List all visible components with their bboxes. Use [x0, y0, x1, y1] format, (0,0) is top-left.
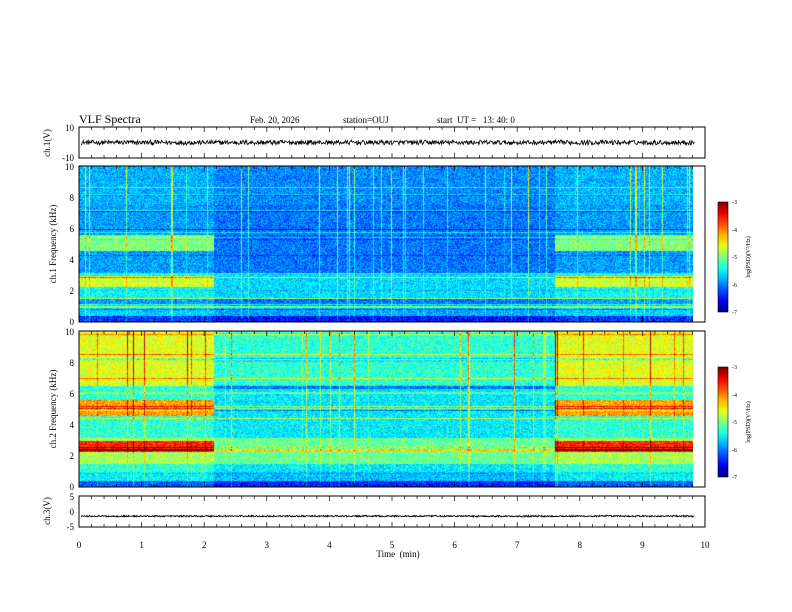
ch3-ytick-top: 5 [70, 492, 75, 502]
ch3-waveform-trace [80, 514, 695, 519]
ch2-freq-tick-4: 4 [70, 420, 75, 430]
ch1-colorbar [718, 202, 728, 312]
ch2-freq-tick-0: 0 [70, 482, 75, 492]
ch3-waveform-panel: 5 0 -5 ch.3(V) [42, 492, 706, 532]
ch1-spectrogram-area [79, 166, 693, 322]
x-tick-label-9: 9 [640, 540, 645, 550]
ch2-freq-tick-2: 2 [70, 451, 75, 461]
ch1-freq-tick-0: 0 [70, 317, 75, 327]
ch2-cbar-tick-m7: -7 [732, 475, 737, 481]
header-date: Feb. 20, 2026 [250, 115, 300, 125]
ch1-cbar-tick-m6: -6 [732, 283, 737, 289]
ch1-ytick-bottom: -10 [62, 153, 74, 163]
x-tick-label-1: 1 [139, 540, 144, 550]
x-tick-label-6: 6 [452, 540, 457, 550]
ch1-freq-tick-6: 6 [70, 224, 75, 234]
ch2-cbar-tick-m4: -4 [732, 393, 737, 399]
ch2-spectrogram-ylabel: ch.2 Frequency (kHz) [48, 370, 58, 449]
ch1-waveform-xticks [78, 127, 706, 158]
ch1-cbar-tick-m3: -3 [732, 200, 737, 206]
x-tick-label-10: 10 [701, 540, 711, 550]
x-tick-label-2: 2 [202, 540, 207, 550]
x-tick-label-7: 7 [515, 540, 520, 550]
ch1-waveform-panel: 10 -10 ch.1(V) [42, 123, 706, 163]
ch1-freq-tick-2: 2 [70, 286, 75, 296]
ch2-spectrogram-heatmap [79, 331, 693, 487]
ch1-freq-tick-10: 10 [65, 162, 75, 172]
ch3-waveform-ylabel: ch.3(V) [42, 497, 52, 525]
ch2-freq-tick-8: 8 [70, 358, 75, 368]
ch2-spectrogram-panel: 0 2 4 6 8 10 ch.2 Frequency (kHz) -3 -4 … [48, 327, 752, 492]
ch1-cbar-tick-m7: -7 [732, 310, 737, 316]
ch2-cbar-tick-m5: -5 [732, 420, 737, 426]
ch2-spectrogram-area [79, 331, 693, 487]
ch1-waveform-trace [81, 138, 695, 147]
ch1-freq-tick-8: 8 [70, 193, 75, 203]
ch1-cbar-tick-m4: -4 [732, 228, 737, 234]
ch3-ytick-mid: 0 [70, 507, 75, 517]
x-tick-label-3: 3 [265, 540, 270, 550]
ch2-cbar-tick-m6: -6 [732, 448, 737, 454]
ch2-freq-tick-10: 10 [65, 327, 75, 337]
ch1-colorbar-area [718, 202, 728, 312]
ch2-cbar-tick-m3: -3 [732, 365, 737, 371]
x-axis-label: Time (min) [376, 549, 419, 559]
x-tick-label-5: 5 [390, 540, 395, 550]
ch2-colorbar-area [718, 367, 728, 477]
header-station: station=OUJ [343, 115, 389, 125]
x-tick-label-4: 4 [327, 540, 332, 550]
ch1-ytick-top: 10 [65, 123, 75, 133]
ch3-ytick-bottom: -5 [67, 522, 75, 532]
ch1-waveform-ylabel: ch.1(V) [42, 129, 52, 157]
x-axis-tick-labels: 0 1 2 3 4 5 6 7 8 9 10 [77, 540, 710, 550]
ch3-waveform-ticks [78, 496, 706, 527]
ch2-freq-tick-6: 6 [70, 389, 75, 399]
ch2-colorbar [718, 367, 728, 477]
ch1-freq-tick-4: 4 [70, 255, 75, 265]
ch1-spectrogram-ylabel: ch.1 Frequency (kHz) [48, 205, 58, 284]
header-start-time: start UT = 13: 40: 0 [437, 115, 515, 125]
ch1-spectrogram-heatmap [79, 166, 693, 322]
ch1-colorbar-label: log(PSD)(V²/Hz) [745, 236, 752, 277]
ch1-spectrogram-ticks [78, 166, 706, 322]
ch1-spectrogram-panel: 0 2 4 6 8 10 ch.1 Frequency (kHz) -3 -4 … [48, 162, 752, 327]
figure-title: VLF Spectra [79, 112, 141, 126]
ch2-spectrogram-ticks [78, 331, 706, 487]
x-tick-label-8: 8 [578, 540, 583, 550]
ch2-colorbar-label: log(PSD)(V²/Hz) [745, 401, 752, 442]
ch1-cbar-tick-m5: -5 [732, 255, 737, 261]
x-tick-label-0: 0 [77, 540, 82, 550]
